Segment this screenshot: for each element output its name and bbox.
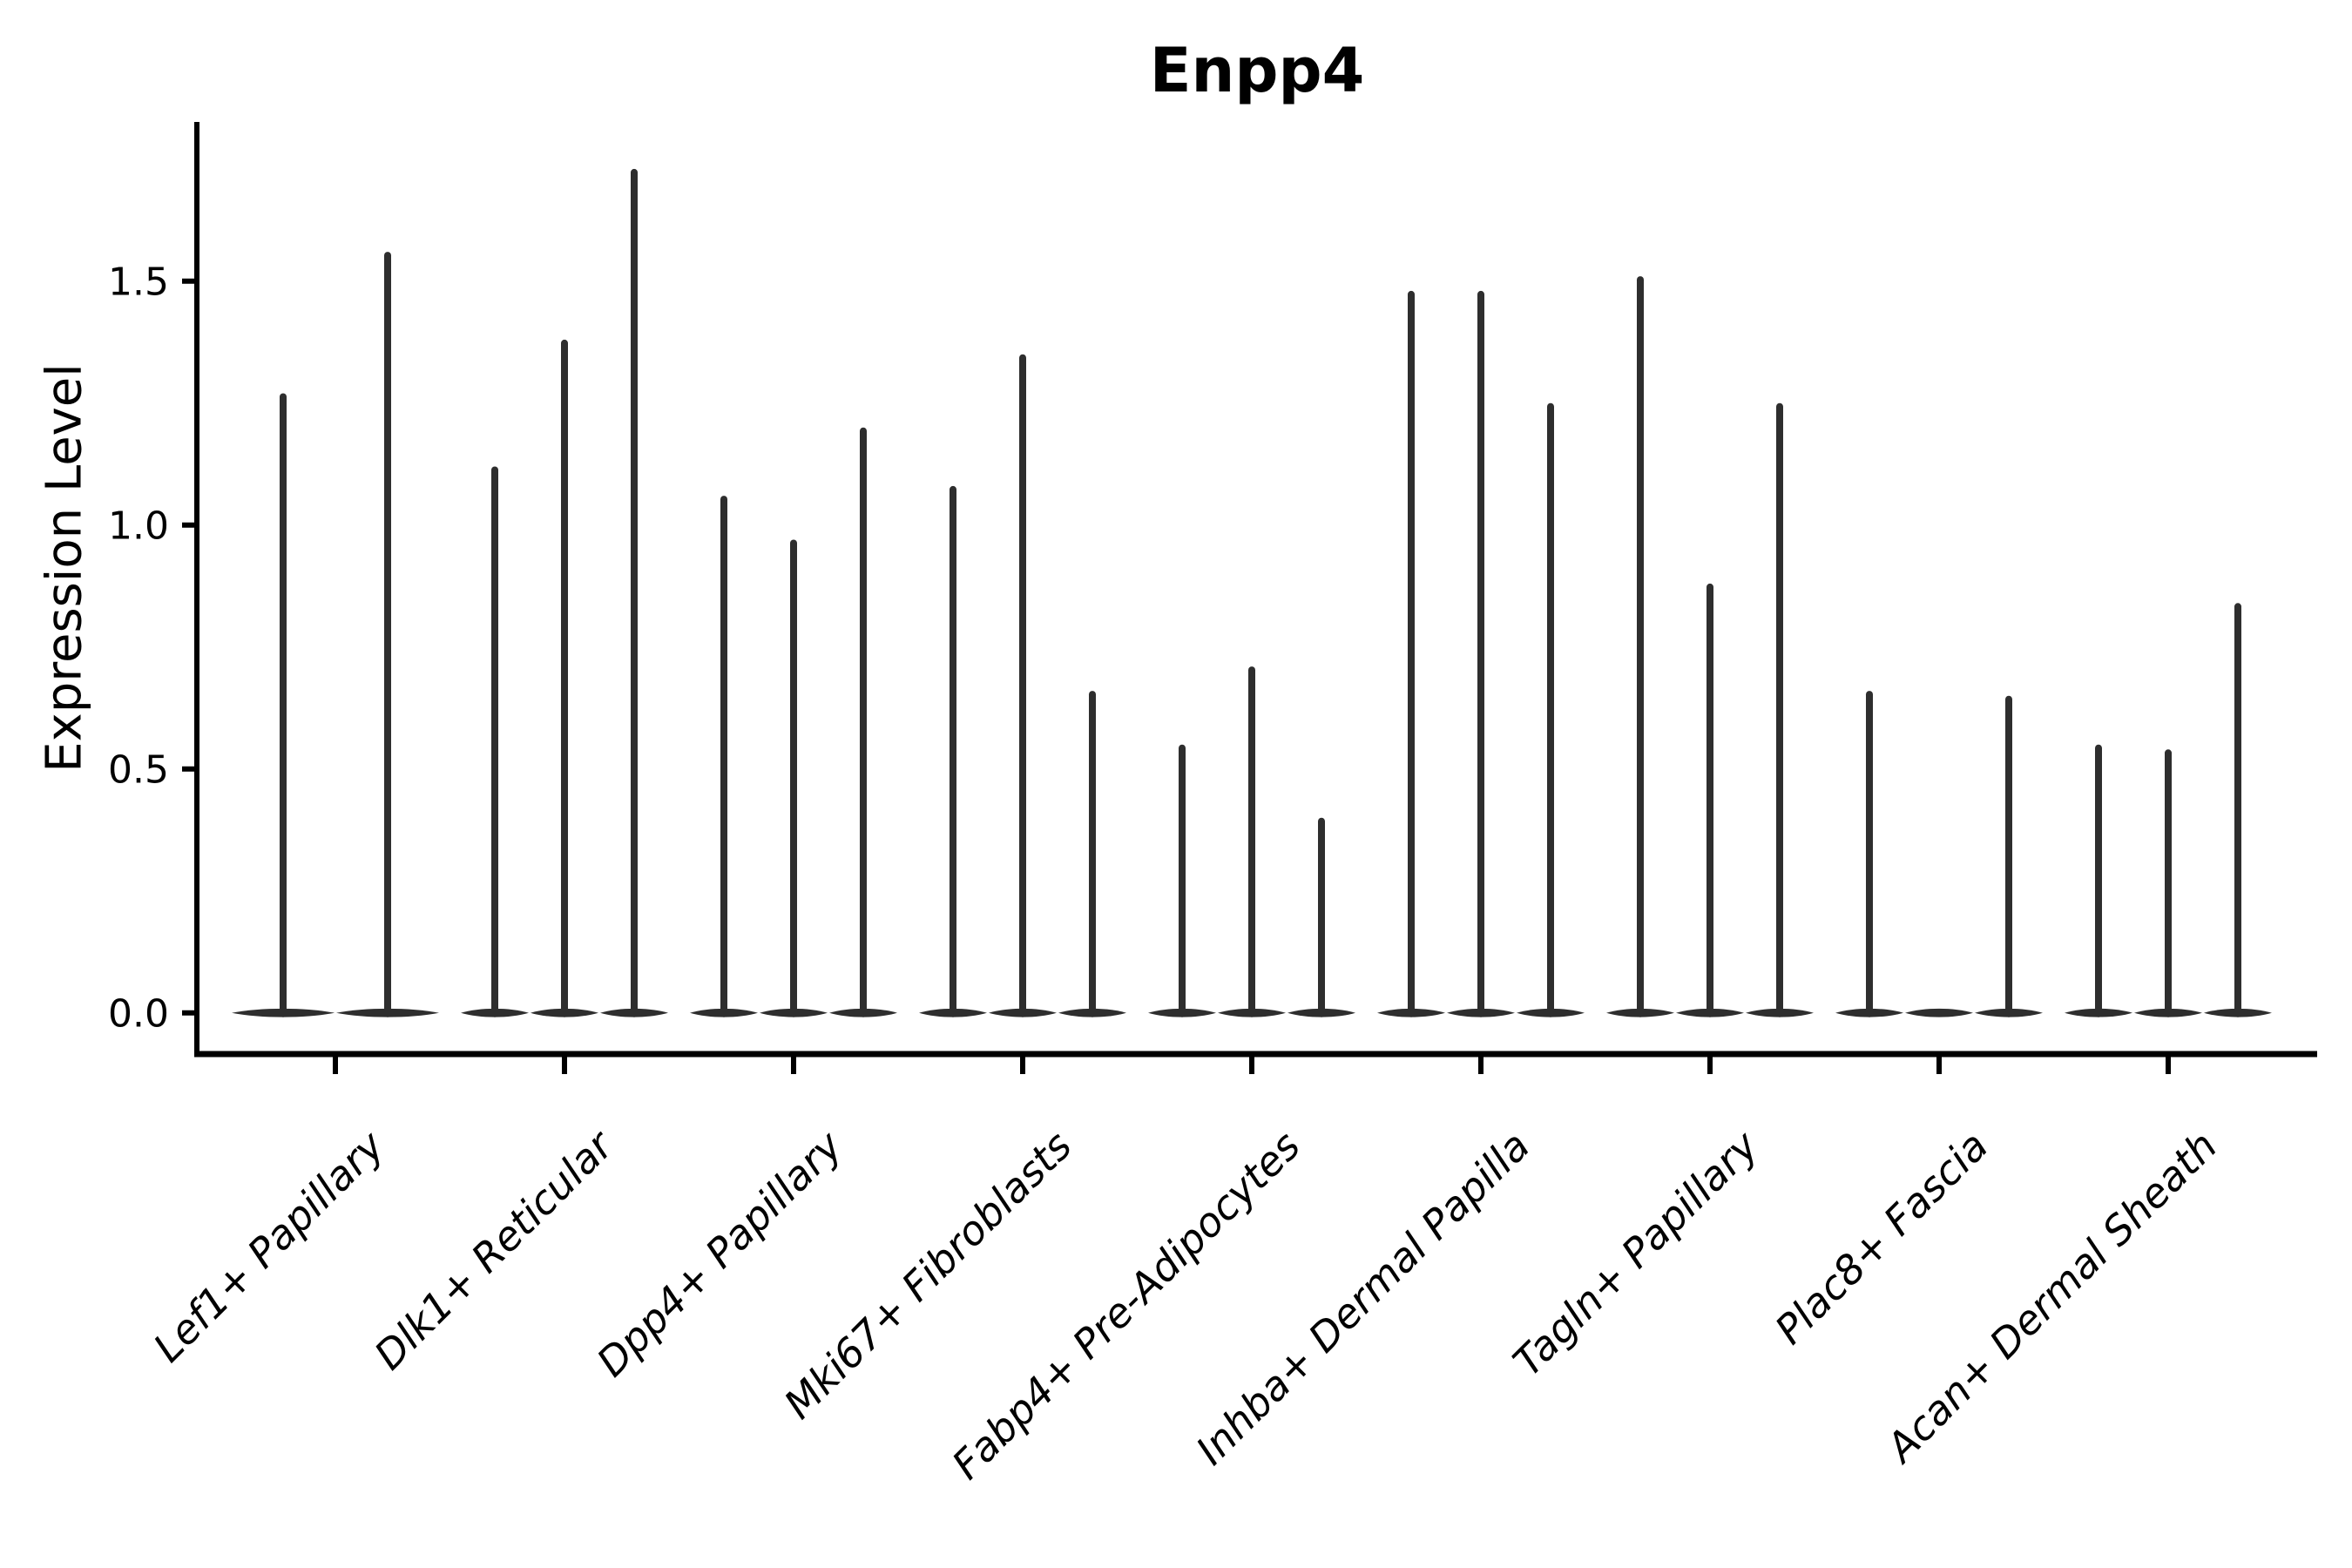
violin-zero-lens <box>1377 1008 1445 1017</box>
violin-spike <box>1089 691 1096 1017</box>
violin-spike <box>1019 354 1026 1017</box>
violin-zero-lens <box>336 1008 439 1017</box>
violin-spike <box>860 427 867 1017</box>
violin-spike <box>631 168 638 1017</box>
violin-spike <box>1477 290 1484 1017</box>
chart-title: Enpp4 <box>1149 35 1365 106</box>
violin-spike <box>1707 583 1713 1017</box>
violin-spike <box>720 496 727 1017</box>
violin-zero-lens <box>461 1008 529 1017</box>
violin-spike <box>491 466 498 1017</box>
violin-spike <box>1547 402 1554 1017</box>
violin-zero-lens <box>232 1008 335 1017</box>
violin-zero-lens <box>1288 1008 1355 1017</box>
violin-spike <box>2165 749 2172 1017</box>
violin-spike <box>384 252 391 1017</box>
violin-zero-lens <box>2065 1008 2132 1017</box>
violin-spike <box>1637 276 1644 1017</box>
violin-spike <box>1179 744 1186 1017</box>
violin-zero-lens <box>989 1008 1057 1017</box>
violin-zero-lens <box>1218 1008 1286 1017</box>
violin-zero-lens <box>919 1008 987 1017</box>
violin-zero-lens <box>1606 1008 1674 1017</box>
violin-zero-lens <box>690 1008 758 1017</box>
violin-zero-lens <box>600 1008 668 1017</box>
violin-spike <box>950 485 956 1017</box>
violin-zero-lens <box>1835 1008 1903 1017</box>
violin-spike <box>561 339 568 1017</box>
violin-zero-lens <box>1148 1008 1216 1017</box>
violin-spike <box>2005 695 2012 1017</box>
violin-zero-lens <box>1058 1008 1126 1017</box>
y-tick-label: 0.5 <box>108 748 169 793</box>
y-tick-label: 1.5 <box>108 260 169 305</box>
y-axis-title: Expression Level <box>36 363 93 773</box>
y-tick-label: 0.0 <box>108 992 169 1037</box>
violin-spike <box>1866 691 1873 1017</box>
violin-zero-lens <box>1746 1008 1814 1017</box>
violin-zero-lens <box>1676 1008 1744 1017</box>
violin-spike <box>280 393 287 1017</box>
violin-zero-lens <box>1447 1008 1515 1017</box>
violin-zero-lens <box>829 1008 897 1017</box>
violin-spike <box>2095 744 2102 1017</box>
violin-zero-lens <box>1517 1008 1585 1017</box>
violin-spike <box>2234 603 2241 1017</box>
violin-zero-lens <box>2204 1008 2272 1017</box>
violin-spike <box>790 539 797 1017</box>
violin-spike <box>1776 402 1783 1017</box>
violin-zero-lens <box>2134 1008 2202 1017</box>
y-tick-label: 1.0 <box>108 504 169 549</box>
violin-spike <box>1318 817 1325 1017</box>
violin-spike <box>1408 290 1415 1017</box>
violin-spike <box>1248 666 1255 1017</box>
violin-zero-lens <box>1905 1008 1973 1017</box>
violin-zero-lens <box>531 1008 598 1017</box>
violin-zero-lens <box>1975 1008 2043 1017</box>
violin-zero-lens <box>760 1008 828 1017</box>
